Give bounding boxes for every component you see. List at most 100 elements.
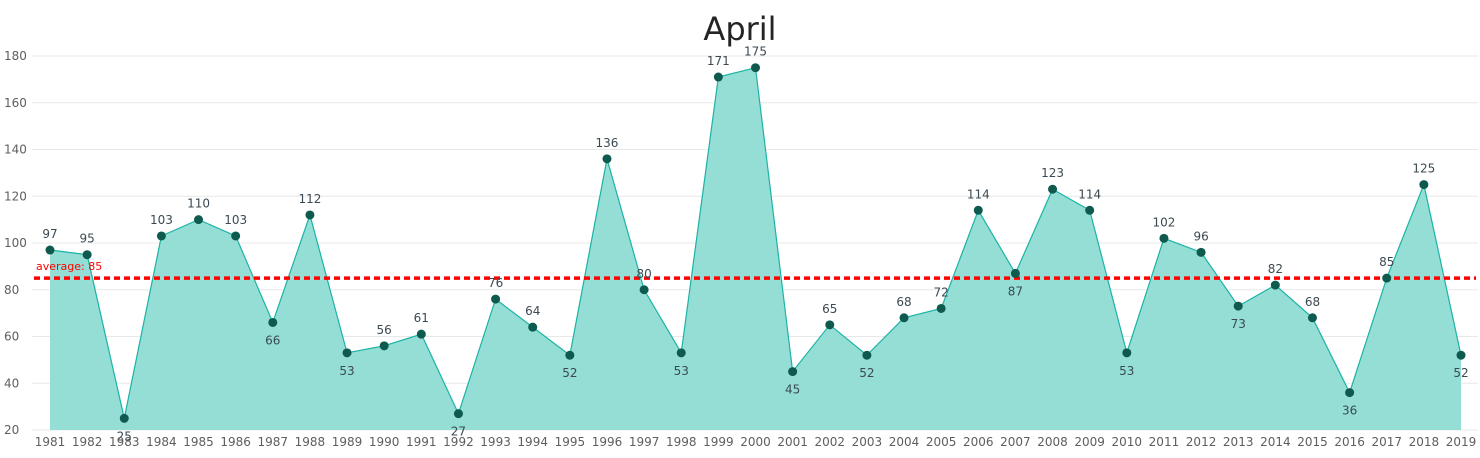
x-tick-label: 2016	[1334, 435, 1365, 449]
x-tick-label: 2003	[852, 435, 883, 449]
data-point	[379, 341, 389, 351]
x-tick-label: 1991	[406, 435, 437, 449]
x-tick-label: 1984	[146, 435, 177, 449]
data-point	[899, 313, 909, 323]
x-tick-label: 2009	[1074, 435, 1105, 449]
data-point	[936, 303, 946, 313]
data-label: 76	[488, 276, 503, 290]
y-tick-label: 80	[4, 283, 19, 297]
data-point	[1456, 350, 1466, 360]
x-tick-label: 2006	[963, 435, 994, 449]
data-point	[1382, 273, 1392, 283]
data-label: 52	[1453, 366, 1468, 380]
data-label: 96	[1193, 229, 1208, 243]
area-series	[49, 66, 1462, 430]
data-point	[565, 350, 575, 360]
x-tick-label: 1992	[443, 435, 474, 449]
data-point	[1196, 247, 1206, 257]
data-point	[268, 317, 278, 327]
data-point	[305, 210, 315, 220]
x-tick-label: 2012	[1186, 435, 1217, 449]
x-tick-label: 1994	[517, 435, 548, 449]
data-label: 85	[1379, 255, 1394, 269]
data-label: 123	[1041, 166, 1064, 180]
data-label: 65	[822, 302, 837, 316]
x-tick-label: 2002	[814, 435, 845, 449]
x-tick-label: 2018	[1409, 435, 1440, 449]
data-point	[825, 320, 835, 330]
data-label: 61	[414, 311, 429, 325]
y-tick-label: 40	[4, 376, 19, 390]
x-tick-label: 1981	[35, 435, 66, 449]
data-point	[1048, 184, 1058, 194]
x-tick-label: 1990	[369, 435, 400, 449]
data-point	[788, 367, 798, 377]
data-point	[1159, 233, 1169, 243]
data-point	[1419, 180, 1429, 190]
data-label: 97	[42, 227, 57, 241]
data-point	[1345, 388, 1355, 398]
x-tick-label: 1995	[555, 435, 586, 449]
data-point	[528, 322, 538, 332]
data-point	[862, 350, 872, 360]
x-tick-label: 1986	[220, 435, 251, 449]
data-label: 112	[298, 192, 321, 206]
data-label: 27	[451, 425, 466, 439]
data-label: 175	[744, 45, 767, 59]
data-label: 68	[1305, 295, 1320, 309]
x-tick-label: 2004	[889, 435, 920, 449]
data-point	[713, 72, 723, 82]
data-point	[1085, 205, 1095, 215]
data-point	[194, 215, 204, 225]
data-point	[1307, 313, 1317, 323]
x-tick-label: 2015	[1297, 435, 1328, 449]
data-point	[1122, 348, 1132, 358]
data-label: 136	[596, 136, 619, 150]
x-tick-label: 1997	[629, 435, 660, 449]
x-tick-label: 1987	[258, 435, 289, 449]
data-label: 53	[339, 364, 354, 378]
x-tick-label: 2000	[740, 435, 771, 449]
y-tick-label: 120	[4, 189, 27, 203]
average-label: average: 85	[36, 260, 102, 273]
data-point	[156, 231, 166, 241]
x-tick-label: 1983	[109, 435, 140, 449]
x-tick-label: 1985	[183, 435, 214, 449]
data-label: 95	[79, 232, 94, 246]
x-tick-label: 2014	[1260, 435, 1291, 449]
data-point	[82, 250, 92, 260]
data-label: 80	[636, 267, 651, 281]
data-point	[453, 409, 463, 419]
data-label: 87	[1008, 284, 1023, 298]
data-point	[676, 348, 686, 358]
data-point	[119, 413, 129, 423]
x-tick-label: 2019	[1446, 435, 1477, 449]
x-tick-label: 1982	[72, 435, 103, 449]
y-axis: 20 40 60 80 100 120 140 160 180	[4, 49, 27, 437]
data-point	[751, 63, 760, 73]
data-label: 64	[525, 304, 540, 318]
data-markers	[45, 63, 1466, 423]
y-tick-label: 20	[4, 423, 19, 437]
x-tick-label: 2001	[777, 435, 808, 449]
average-line-group: average: 85	[34, 260, 1476, 280]
data-label: 66	[265, 333, 280, 347]
data-label: 114	[967, 187, 990, 201]
x-tick-label: 2013	[1223, 435, 1254, 449]
data-label: 53	[674, 364, 689, 378]
data-label: 102	[1152, 215, 1175, 229]
data-label: 56	[377, 323, 392, 337]
x-tick-label: 1993	[480, 435, 511, 449]
x-tick-label: 2010	[1112, 435, 1143, 449]
x-tick-label: 2007	[1000, 435, 1031, 449]
data-label: 73	[1231, 317, 1246, 331]
data-label: 171	[707, 54, 730, 68]
data-point	[416, 329, 426, 339]
x-tick-label: 1996	[592, 435, 623, 449]
y-tick-label: 100	[4, 236, 27, 250]
data-label: 72	[934, 285, 949, 299]
y-tick-label: 60	[4, 330, 19, 344]
data-label: 25	[117, 429, 132, 443]
data-label: 103	[224, 213, 247, 227]
